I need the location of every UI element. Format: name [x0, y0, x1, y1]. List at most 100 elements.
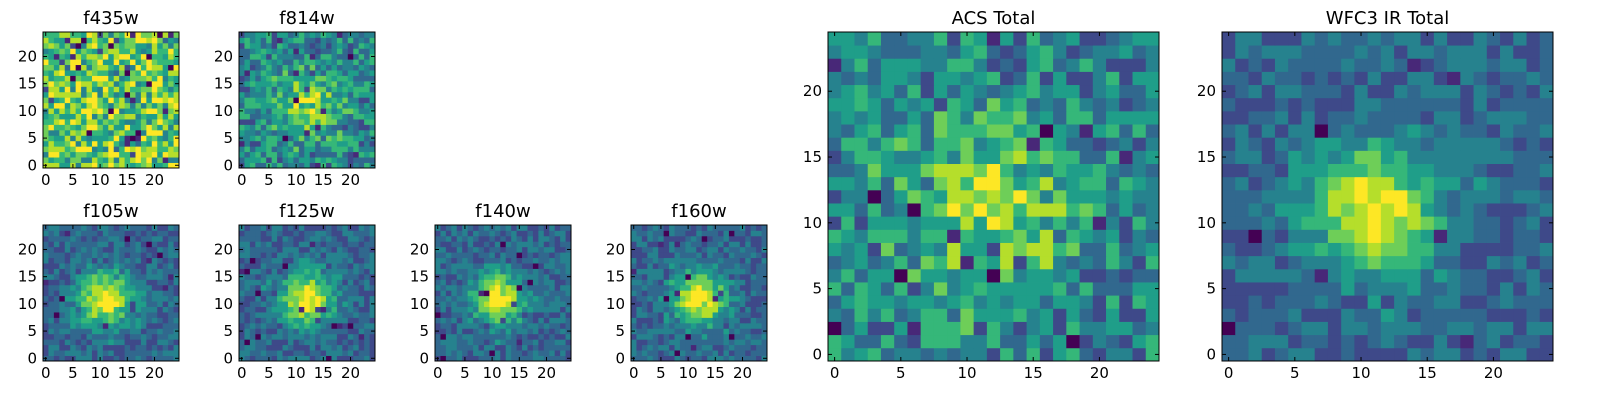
heatmap-cell: [282, 59, 289, 66]
heatmap-cell: [631, 268, 637, 275]
heatmap-cell: [440, 246, 447, 253]
heatmap-cell: [255, 322, 262, 329]
heatmap-cell: [1473, 308, 1488, 322]
heatmap-cell: [947, 110, 961, 125]
heatmap-cell: [494, 295, 501, 302]
heatmap-cell: [342, 119, 349, 125]
heatmap-cell: [124, 48, 131, 55]
heatmap-cell: [1420, 347, 1435, 362]
heatmap-cell: [81, 157, 87, 163]
heatmap-cell: [64, 146, 71, 153]
heatmap-cell: [690, 257, 697, 264]
heatmap-cell: [1261, 282, 1276, 296]
heatmap-cell: [75, 355, 82, 362]
heatmap-cell: [140, 64, 147, 71]
heatmap-cell: [663, 284, 670, 291]
heatmap-cell: [320, 129, 327, 136]
heatmap-cell: [48, 290, 55, 297]
heatmap-cell: [102, 113, 109, 120]
heatmap-cell: [86, 246, 93, 253]
heatmap-cell: [652, 241, 659, 248]
heatmap-cell: [249, 295, 256, 302]
heatmap-cell: [505, 230, 512, 237]
heatmap-cell: [168, 135, 174, 142]
heatmap-cell: [1079, 282, 1094, 296]
heatmap-cell: [293, 339, 300, 346]
heatmap-cell: [947, 97, 961, 112]
heatmap-cell: [761, 317, 768, 324]
heatmap-cell: [102, 284, 109, 291]
heatmap-cell: [282, 350, 289, 356]
heatmap-cell: [828, 45, 842, 59]
heatmap-cell: [473, 333, 479, 340]
heatmap-cell: [1486, 282, 1501, 296]
heatmap-cell: [81, 355, 87, 362]
heatmap-cell: [287, 290, 294, 297]
heatmap-cell: [97, 235, 104, 242]
heatmap-cell: [701, 355, 708, 362]
heatmap-cell: [119, 53, 125, 60]
heatmap-cell: [53, 273, 60, 280]
heatmap-cell: [140, 70, 147, 76]
heatmap-cell: [81, 102, 87, 109]
heatmap-cell: [130, 257, 136, 264]
heatmap-cell: [750, 263, 757, 269]
heatmap-cell: [854, 71, 869, 86]
heatmap-cell: [108, 59, 115, 66]
heatmap-cell: [647, 263, 654, 269]
heatmap-cell: [505, 339, 512, 346]
heatmap-cell: [255, 37, 262, 44]
heatmap-cell: [1539, 321, 1554, 336]
heatmap-cell: [342, 290, 349, 297]
heatmap-cell: [685, 306, 692, 313]
heatmap-cell: [266, 108, 273, 114]
heatmap-cell: [331, 328, 338, 335]
heatmap-cell: [489, 279, 496, 286]
heatmap-cell: [358, 129, 365, 136]
heatmap-cell: [636, 268, 643, 275]
heatmap-cell: [119, 284, 125, 291]
heatmap-cell: [549, 290, 556, 297]
heatmap-cell: [663, 355, 670, 362]
heatmap-cell: [841, 84, 855, 99]
heatmap-cell: [516, 328, 523, 335]
x-tick-label: 0: [237, 171, 247, 189]
heatmap-cell: [1274, 150, 1289, 164]
heatmap-cell: [298, 129, 305, 136]
heatmap-cell: [960, 268, 975, 283]
heatmap-cell: [239, 339, 245, 346]
heatmap-cell: [255, 344, 262, 351]
heatmap-cell: [674, 268, 681, 275]
heatmap-cell: [1341, 347, 1355, 362]
heatmap-cell: [538, 273, 545, 280]
heatmap-cell: [1079, 97, 1094, 112]
heatmap-cell: [1261, 163, 1276, 178]
heatmap-cell: [1288, 255, 1302, 270]
heatmap-cell: [326, 162, 332, 169]
heatmap-cell: [81, 235, 87, 242]
heatmap-cell: [489, 301, 496, 307]
heatmap-cell: [277, 64, 283, 71]
heatmap-cell: [560, 268, 566, 275]
heatmap-cell: [663, 312, 670, 318]
heatmap-cell: [271, 59, 278, 66]
heatmap-cell: [1314, 216, 1329, 230]
heatmap-cell: [151, 37, 158, 44]
heatmap-cell: [353, 108, 360, 114]
heatmap-cell: [271, 37, 278, 44]
heatmap-cell: [947, 268, 961, 283]
heatmap-cell: [1248, 334, 1263, 349]
heatmap-cell: [266, 129, 273, 136]
heatmap-cell: [358, 135, 365, 142]
heatmap-cell: [723, 273, 730, 280]
heatmap-cell: [287, 162, 294, 169]
heatmap-cell: [1539, 347, 1554, 362]
heatmap-cell: [473, 322, 479, 329]
heatmap-cell: [266, 70, 273, 76]
heatmap-cell: [342, 322, 349, 329]
heatmap-cell: [102, 135, 109, 142]
heatmap-cell: [309, 157, 316, 163]
heatmap-cell: [320, 268, 327, 275]
heatmap-cell: [718, 263, 724, 269]
heatmap-cell: [1039, 71, 1054, 86]
